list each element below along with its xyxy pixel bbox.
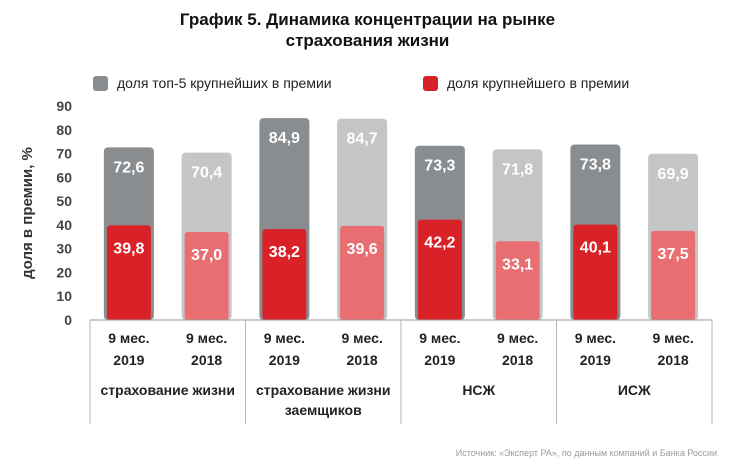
value-label-top5: 70,4: [191, 165, 222, 182]
period-label: 9 мес.: [341, 330, 382, 346]
value-label-top5: 71,8: [502, 161, 533, 178]
period-label: 9 мес.: [264, 330, 305, 346]
group-label: НСЖ: [462, 382, 495, 398]
value-label-top1: 42,2: [424, 235, 455, 252]
bar-top1: [651, 230, 696, 320]
value-label-top1: 37,5: [658, 246, 689, 263]
legend-label-top5: доля топ-5 крупнейших в премии: [117, 75, 332, 91]
year-label: 2019: [424, 352, 455, 368]
y-tick-label: 70: [56, 146, 72, 162]
group-label: заемщиков: [285, 402, 362, 418]
legend-swatch-top1: [423, 75, 438, 91]
year-label: 2019: [580, 352, 611, 368]
y-tick-label: 40: [56, 217, 72, 233]
value-label-top5: 84,9: [269, 130, 300, 147]
bar-top1: [495, 241, 540, 320]
value-label-top1: 33,1: [502, 256, 533, 273]
y-tick-label: 20: [56, 264, 72, 280]
value-label-top1: 38,2: [269, 244, 300, 261]
y-tick-label: 50: [56, 193, 72, 209]
period-label: 9 мес.: [652, 330, 693, 346]
y-axis-label: доля в премии, %: [19, 147, 36, 279]
y-tick-label: 60: [56, 169, 72, 185]
bar-top1: [262, 229, 307, 320]
y-tick-label: 10: [56, 288, 72, 304]
value-label-top5: 73,3: [424, 158, 455, 175]
chart-title-line2: страхования жизни: [285, 31, 450, 50]
group-label: ИСЖ: [618, 382, 651, 398]
source-note: Источник: «Эксперт РА», по данным компан…: [455, 448, 717, 458]
value-label-top1: 40,1: [580, 240, 611, 257]
value-label-top5: 84,7: [347, 131, 378, 148]
period-label: 9 мес.: [186, 330, 227, 346]
y-tick-label: 90: [56, 98, 72, 114]
period-label: 9 мес.: [575, 330, 616, 346]
value-label-top5: 69,9: [658, 166, 689, 183]
value-label-top1: 37,0: [191, 247, 222, 264]
bar-top1: [340, 225, 385, 320]
year-label: 2018: [347, 352, 378, 368]
value-label-top5: 72,6: [113, 159, 144, 176]
legend-swatch-top5: [93, 75, 108, 91]
legend-item-top1: доля крупнейшего в премии: [423, 73, 629, 93]
bar-top1: [184, 232, 229, 320]
year-label: 2018: [502, 352, 533, 368]
legend-label-top1: доля крупнейшего в премии: [447, 75, 630, 91]
year-label: 2018: [658, 352, 689, 368]
bar-top1: [573, 224, 618, 320]
y-tick-label: 30: [56, 241, 72, 257]
value-label-top5: 73,8: [580, 157, 611, 174]
period-label: 9 мес.: [497, 330, 538, 346]
bar-top1: [417, 219, 462, 320]
y-tick-label: 0: [64, 312, 72, 328]
chart-title-line1: График 5. Динамика концентрации на рынке: [179, 10, 556, 29]
value-label-top1: 39,8: [113, 240, 144, 257]
year-label: 2018: [191, 352, 222, 368]
group-label: страхование жизни: [101, 382, 235, 398]
value-label-top1: 39,6: [347, 241, 378, 258]
y-tick-label: 80: [56, 122, 72, 138]
period-label: 9 мес.: [419, 330, 460, 346]
bar-top1: [106, 225, 151, 320]
legend-item-top5: доля топ-5 крупнейших в премии: [93, 73, 332, 93]
group-label: страхование жизни: [256, 382, 390, 398]
year-label: 2019: [269, 352, 300, 368]
period-label: 9 мес.: [108, 330, 149, 346]
year-label: 2019: [113, 352, 144, 368]
